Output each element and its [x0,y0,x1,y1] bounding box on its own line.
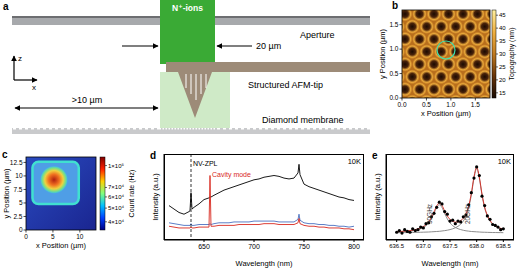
svg-text:5×10⁴: 5×10⁴ [108,205,125,211]
svg-text:d: d [150,150,156,161]
svg-text:Wavelength (nm): Wavelength (nm) [422,259,479,268]
svg-text:650: 650 [198,243,210,250]
svg-text:7.5: 7.5 [13,186,22,193]
svg-text:a: a [3,1,9,12]
svg-text:638.0: 638.0 [469,243,485,249]
svg-text:10K: 10K [348,157,361,166]
svg-text:Cavity mode: Cavity mode [212,171,251,179]
svg-text:5: 5 [51,233,55,240]
svg-text:750: 750 [298,243,310,250]
svg-text:N⁺-ions: N⁺-ions [172,3,203,13]
svg-text:1.0: 1.0 [446,101,455,108]
svg-text:1×10⁵: 1×10⁵ [108,163,125,169]
svg-text:10: 10 [15,172,23,179]
svg-text:Topography (nm): Topography (nm) [508,28,516,81]
svg-text:12.5: 12.5 [10,159,23,166]
svg-text:15: 15 [499,90,506,96]
svg-text:30GHz: 30GHz [426,204,433,224]
svg-text:35: 35 [499,38,506,44]
svg-text:>10 µm: >10 µm [72,95,102,105]
svg-text:Diamond membrane: Diamond membrane [262,115,344,125]
svg-text:0.5: 0.5 [389,70,398,77]
svg-text:800: 800 [348,243,360,250]
svg-text:20GHz: 20GHz [464,204,471,224]
svg-text:5: 5 [19,199,23,206]
svg-text:x: x [32,83,36,92]
svg-text:30: 30 [499,51,506,57]
svg-text:0.0: 0.0 [389,94,398,101]
svg-text:6×10⁴: 6×10⁴ [108,194,125,200]
svg-text:e: e [372,150,378,161]
svg-text:10: 10 [76,233,84,240]
svg-text:636.5: 636.5 [389,243,405,249]
svg-text:c: c [2,149,8,160]
svg-text:Intensity (a.u.): Intensity (a.u.) [151,173,160,221]
svg-text:0: 0 [24,233,28,240]
svg-text:1.5: 1.5 [471,101,480,108]
svg-text:Count rate (Hz): Count rate (Hz) [128,170,136,218]
svg-text:4×10⁴: 4×10⁴ [108,219,125,225]
svg-text:40: 40 [499,25,506,31]
svg-text:0.0: 0.0 [397,101,406,108]
svg-text:z: z [18,54,22,63]
svg-text:b: b [392,0,398,11]
svg-text:y Position (µm): y Position (µm) [378,28,387,79]
svg-text:0: 0 [19,226,23,233]
svg-text:2.5: 2.5 [13,213,22,220]
svg-text:1.5: 1.5 [389,21,398,28]
svg-text:0.5: 0.5 [422,101,431,108]
svg-text:NV-ZPL: NV-ZPL [193,160,218,167]
svg-text:637.0: 637.0 [416,243,432,249]
svg-text:637.5: 637.5 [442,243,458,249]
svg-text:45: 45 [499,12,506,18]
svg-text:Structured AFM-tip: Structured AFM-tip [248,80,323,90]
svg-text:y Position (µm): y Position (µm) [2,168,11,219]
svg-text:Wavelength (nm): Wavelength (nm) [236,259,293,268]
svg-text:10K: 10K [498,157,511,166]
svg-text:Aperture: Aperture [300,30,335,40]
svg-text:1.0: 1.0 [389,45,398,52]
svg-text:25: 25 [499,64,506,70]
svg-text:x Position (µm): x Position (µm) [36,241,87,250]
svg-text:7×10⁴: 7×10⁴ [108,184,125,190]
svg-text:Intensity (a.u.): Intensity (a.u.) [373,173,382,221]
svg-text:700: 700 [248,243,260,250]
svg-text:638.5: 638.5 [496,243,512,249]
svg-text:20 µm: 20 µm [256,41,281,51]
svg-text:x Position (µm): x Position (µm) [421,109,472,118]
svg-text:20: 20 [499,77,506,83]
